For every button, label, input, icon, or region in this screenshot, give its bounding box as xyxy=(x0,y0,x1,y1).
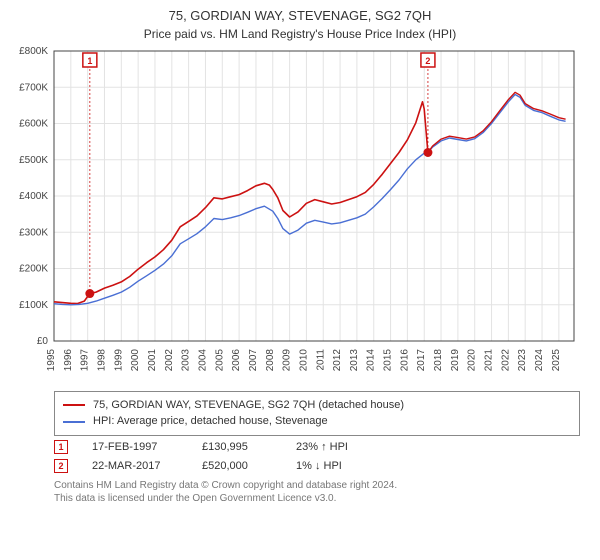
svg-text:£400K: £400K xyxy=(19,191,48,202)
svg-text:£600K: £600K xyxy=(19,118,48,129)
svg-text:2004: 2004 xyxy=(197,348,208,371)
svg-text:2010: 2010 xyxy=(298,348,309,371)
svg-text:1998: 1998 xyxy=(96,348,107,371)
svg-text:2003: 2003 xyxy=(181,348,192,371)
svg-text:2009: 2009 xyxy=(282,348,293,371)
legend-swatch-hpi xyxy=(63,421,85,423)
svg-text:2000: 2000 xyxy=(130,348,141,371)
price-chart: £0 £100K £200K £300K £400K £500K £600K £700K £80… xyxy=(12,47,588,385)
svg-text:£0: £0 xyxy=(37,336,49,347)
sale-date: 17-FEB-1997 xyxy=(92,441,178,453)
legend: 75, GORDIAN WAY, STEVENAGE, SG2 7QH (det… xyxy=(54,391,580,436)
sale-date: 22-MAR-2017 xyxy=(92,460,178,472)
svg-text:2019: 2019 xyxy=(450,348,461,371)
svg-text:2006: 2006 xyxy=(231,348,242,371)
legend-swatch-property xyxy=(63,404,85,406)
attribution-line1: Contains HM Land Registry data © Crown c… xyxy=(54,479,580,492)
svg-text:1996: 1996 xyxy=(63,348,74,371)
svg-text:1: 1 xyxy=(87,56,92,66)
legend-label-property: 75, GORDIAN WAY, STEVENAGE, SG2 7QH (det… xyxy=(93,397,404,414)
svg-text:2001: 2001 xyxy=(147,348,158,371)
sale-row: 2 22-MAR-2017 £520,000 1% ↓ HPI xyxy=(54,459,580,473)
svg-text:2020: 2020 xyxy=(467,348,478,371)
sale-price: £520,000 xyxy=(202,460,272,472)
svg-text:2015: 2015 xyxy=(383,348,394,371)
svg-text:£700K: £700K xyxy=(19,82,48,93)
sales-list: 1 17-FEB-1997 £130,995 23% ↑ HPI 2 22-MA… xyxy=(54,440,580,473)
attribution: Contains HM Land Registry data © Crown c… xyxy=(54,479,580,505)
svg-text:1999: 1999 xyxy=(113,348,124,371)
svg-text:£100K: £100K xyxy=(19,300,48,311)
svg-text:2023: 2023 xyxy=(517,348,528,371)
svg-text:2018: 2018 xyxy=(433,348,444,371)
svg-text:2012: 2012 xyxy=(332,348,343,371)
svg-text:1995: 1995 xyxy=(46,348,57,371)
svg-text:2013: 2013 xyxy=(349,348,360,371)
svg-text:1997: 1997 xyxy=(80,348,91,371)
svg-text:2016: 2016 xyxy=(399,348,410,371)
sale-delta: 23% ↑ HPI xyxy=(296,441,348,453)
legend-row-property: 75, GORDIAN WAY, STEVENAGE, SG2 7QH (det… xyxy=(63,397,571,414)
svg-text:£200K: £200K xyxy=(19,263,48,274)
svg-text:£800K: £800K xyxy=(19,47,48,57)
sale-price: £130,995 xyxy=(202,441,272,453)
svg-text:2011: 2011 xyxy=(315,348,326,370)
legend-row-hpi: HPI: Average price, detached house, Stev… xyxy=(63,413,571,430)
page-title: 75, GORDIAN WAY, STEVENAGE, SG2 7QH xyxy=(12,8,588,25)
sale-delta: 1% ↓ HPI xyxy=(296,460,342,472)
svg-text:£500K: £500K xyxy=(19,155,48,166)
page-subtitle: Price paid vs. HM Land Registry's House … xyxy=(12,27,588,41)
sale-marker-2: 2 xyxy=(54,459,68,473)
svg-text:2002: 2002 xyxy=(164,348,175,371)
svg-text:2021: 2021 xyxy=(484,348,495,371)
svg-text:£300K: £300K xyxy=(19,227,48,238)
svg-text:2025: 2025 xyxy=(551,348,562,371)
svg-text:2007: 2007 xyxy=(248,348,259,371)
sale-marker-1: 1 xyxy=(54,440,68,454)
svg-text:2014: 2014 xyxy=(366,348,377,371)
svg-text:2024: 2024 xyxy=(534,348,545,371)
svg-text:2017: 2017 xyxy=(416,348,427,371)
attribution-line2: This data is licensed under the Open Gov… xyxy=(54,492,580,505)
sale-row: 1 17-FEB-1997 £130,995 23% ↑ HPI xyxy=(54,440,580,454)
legend-label-hpi: HPI: Average price, detached house, Stev… xyxy=(93,413,328,430)
svg-text:2: 2 xyxy=(425,56,430,66)
svg-text:2022: 2022 xyxy=(500,348,511,371)
svg-text:2008: 2008 xyxy=(265,348,276,371)
svg-text:2005: 2005 xyxy=(214,348,225,371)
